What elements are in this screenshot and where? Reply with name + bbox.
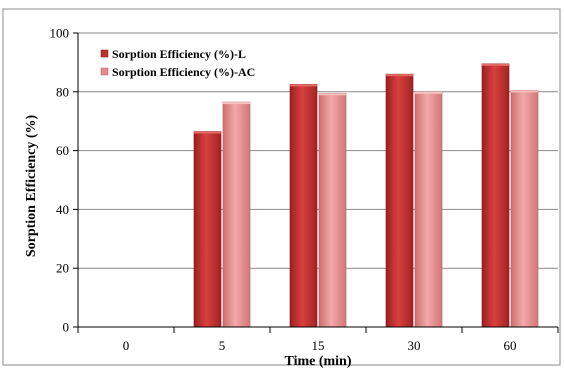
bar-l-60 (481, 63, 510, 328)
bar-l-30 (385, 73, 414, 328)
bar-top-highlight (223, 102, 250, 105)
bar-top-highlight (482, 63, 509, 66)
legend-label-ac: Sorption Efficiency (%)-AC (112, 65, 255, 79)
legend-swatch-ac (100, 67, 109, 76)
bar-top-highlight (319, 93, 346, 96)
legend-label-l: Sorption Efficiency (%)-L (112, 47, 246, 61)
y-tick-label: 100 (50, 26, 70, 41)
bar-ac-30 (414, 91, 443, 328)
x-tick-label: 5 (219, 338, 226, 353)
legend-swatch-l (100, 49, 109, 58)
bar-ac-15 (318, 92, 347, 328)
x-tick-label: 60 (504, 338, 517, 353)
x-tick-label: 15 (312, 338, 325, 353)
x-tick-label: 30 (408, 338, 421, 353)
bar-top-highlight (386, 74, 413, 77)
y-axis-title: Sorption Efficiency (%) (24, 115, 39, 258)
bar-top-highlight (194, 131, 221, 134)
y-tick-label: 80 (56, 84, 69, 99)
x-axis-title: Time (min) (284, 354, 351, 369)
bar-top-highlight (415, 91, 442, 94)
x-tick-label: 0 (123, 338, 130, 353)
bar-top-highlight (290, 84, 317, 87)
bar-ac-60 (510, 90, 539, 328)
y-tick-label: 60 (56, 143, 69, 158)
bar-ac-5 (222, 101, 251, 328)
bar-l-5 (193, 131, 222, 328)
y-tick-label: 20 (56, 261, 69, 276)
y-tick-label: 40 (56, 202, 69, 217)
bar-l-15 (289, 84, 318, 328)
y-tick-label: 0 (63, 320, 70, 335)
bar-top-highlight (511, 90, 538, 93)
chart-border (2, 8, 561, 366)
